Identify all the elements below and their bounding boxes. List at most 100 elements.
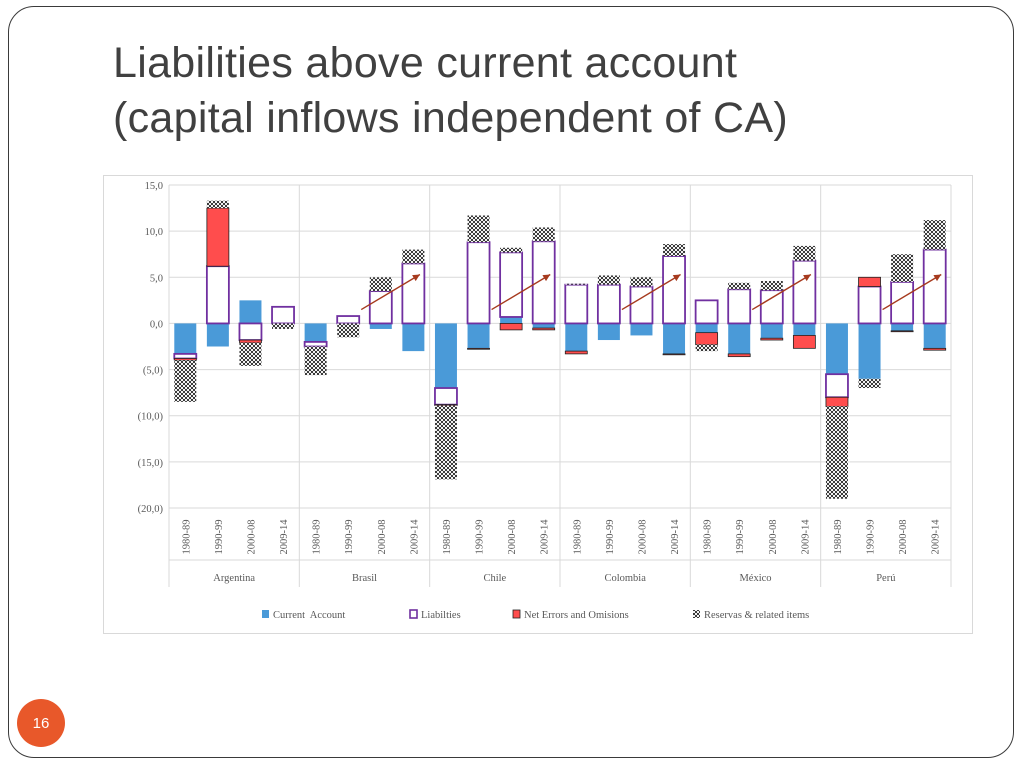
legend-swatch [693,610,700,618]
bar-segment-reserves [239,342,262,366]
y-tick-label: 15,0 [145,181,163,192]
gridlines [168,184,952,587]
x-tick-label: 2009-14 [670,519,681,555]
bar-segment-liabilities [434,387,458,406]
trend-arrow-head [933,274,942,282]
bar-segment-liabilities [499,251,524,318]
bar-segment-current-account [239,300,262,324]
x-tick-label: 1990-99 [344,520,355,555]
bar-segment-reserves [500,247,523,253]
legend-label: Reservas & related items [704,610,809,621]
bar-segment-liabilities [303,340,328,348]
bar-segment-net-errors [792,335,816,349]
bar-segment-net-errors [434,404,458,406]
x-tick-label: 2009-14 [931,519,942,555]
bar-segment-current-account [369,323,392,329]
bar-segment-reserves [565,283,588,285]
bar-segment-current-account [174,323,197,354]
bar-segment-current-account [565,323,588,352]
bar-segment-reserves [793,245,816,261]
bar-segment-liabilities [629,285,654,325]
bar-segment-liabilities [401,262,426,325]
legend-swatch [512,609,521,619]
bar-segment-reserves [402,249,425,264]
bar-segment-liabilities [922,248,947,325]
bar-segment-liabilities [694,299,719,325]
x-tick-label: 1990-99 [475,520,486,555]
x-tick-label: 1990-99 [214,520,225,555]
country-label: Perú [876,573,896,584]
bar-segment-net-errors [173,358,197,361]
x-tick-label: 1980-89 [181,520,192,555]
bar-segment-net-errors [858,276,881,287]
bar-segment-current-account [532,323,555,329]
bar-segment-current-account [663,323,686,354]
bar-segment-current-account [206,323,229,347]
x-tick-label: 1980-89 [442,520,453,555]
legend-swatch [262,610,269,618]
bar-segment-liabilities [205,265,230,325]
bar-segment-current-account [597,323,620,341]
bar-segment-reserves [825,406,848,499]
bar-segment-reserves [891,254,914,282]
bar-segment-reserves [923,220,946,250]
y-tick-label: 10,0 [145,227,163,238]
country-label: México [739,573,771,584]
trend-arrow-line [360,273,421,311]
bar-segment-current-account [793,323,816,336]
x-tick-label: 1980-89 [572,520,583,555]
trend-arrows [360,273,942,311]
bar-segment-liabilities [173,352,198,360]
bar-segment-liabilities [271,305,295,325]
legend-label: Current Account [273,610,345,621]
bar-segment-reserves [337,323,360,338]
bars [173,200,947,499]
x-tick-label: 1980-89 [312,520,323,555]
y-tick-label: 0,0 [150,319,163,330]
bar-segment-current-account [760,323,783,339]
trend-arrow-head [803,274,811,282]
bar-segment-net-errors [564,350,588,355]
trend-arrow-head [412,274,420,282]
trend-arrow-head [672,274,681,282]
bar-segment-net-errors [532,327,556,331]
bar-segment-reserves [695,344,718,352]
bar-segment-reserves [206,200,229,209]
legend-label: Net Errors and Omisions [524,610,629,621]
bar-segment-current-account [923,323,946,349]
country-label: Chile [483,573,506,584]
bar-segment-current-account [500,316,523,324]
bar-segment-reserves [434,405,457,480]
x-tick-label: 2000-08 [246,520,257,555]
bar-segment-current-account [825,323,848,375]
bar-segment-net-errors [499,323,523,331]
bar-segment-reserves [467,215,490,243]
x-tick-label: 1990-99 [735,520,746,555]
bar-segment-liabilities [727,288,752,325]
trend-arrow-line [882,273,942,311]
bar-segment-net-errors [760,337,784,341]
bar-segment-net-errors [239,339,262,344]
legend-label: Liabilties [421,610,461,621]
bar-segment-liabilities [531,240,556,325]
country-label: Argentina [213,573,255,584]
bar-segment-net-errors [923,347,947,351]
bar-segment-liabilities [596,283,621,325]
bar-segment-current-account [891,323,914,331]
bar-segment-reserves [760,280,783,291]
country-label: Brasil [352,573,377,584]
bar-segment-current-account [467,323,490,349]
x-tick-label: 2009-14 [409,519,420,555]
bar-segment-liabilities [662,255,686,325]
bar-segment-liabilities [368,290,393,325]
x-tick-label: 2000-08 [377,520,388,555]
y-axis: 15,0 10,0 5,0 0,0 (5,0) (10,0) (15,0) (20,0) [138,181,164,515]
bar-segment-liabilities [759,289,784,325]
bar-segment-current-account [695,323,718,333]
country-label: Colombia [604,573,646,584]
bar-segment-net-errors [467,347,490,350]
bar-segment-liabilities [857,285,882,325]
bar-segment-net-errors [890,330,914,333]
x-tick-label: 2000-08 [637,520,648,555]
bar-segment-liabilities [336,315,361,325]
